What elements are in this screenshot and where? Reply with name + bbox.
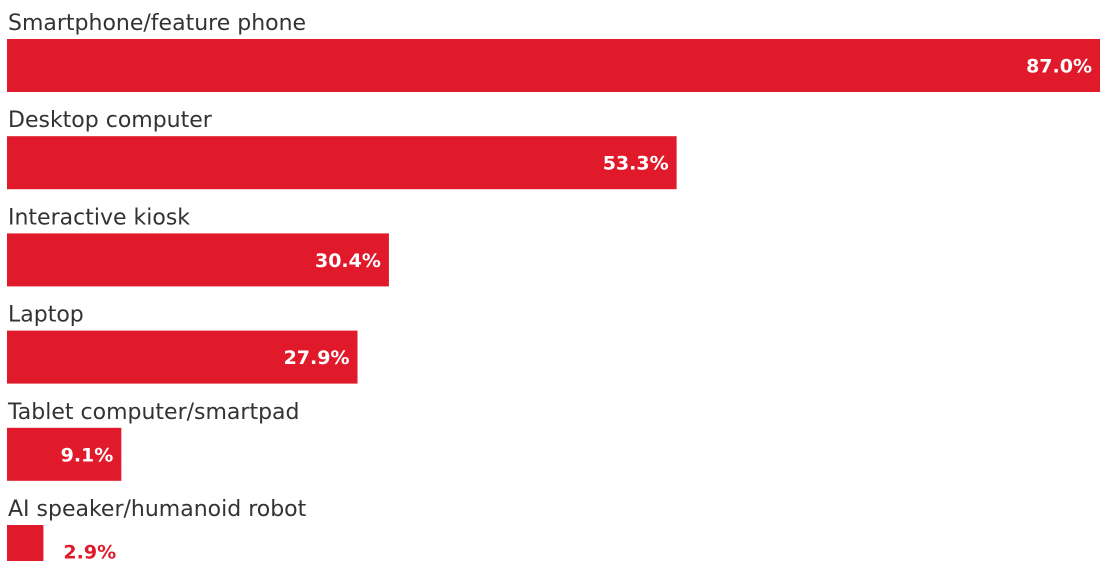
bar-ai-speaker-humanoid-robot — [7, 525, 44, 561]
value-label-desktop-computer: 53.3% — [603, 153, 669, 175]
bar-interactive-kiosk — [7, 233, 389, 287]
bar-smartphone-feature-phone — [7, 39, 1100, 92]
value-label-laptop: 27.9% — [284, 347, 350, 369]
category-label-tablet-computer-smartpad: Tablet computer/smartpad — [7, 400, 299, 425]
category-label-interactive-kiosk: Interactive kiosk — [8, 205, 190, 230]
category-label-laptop: Laptop — [8, 303, 84, 328]
category-label-desktop-computer: Desktop computer — [8, 108, 213, 133]
bar-laptop — [7, 330, 358, 384]
category-label-ai-speaker-humanoid-robot: AI speaker/humanoid robot — [8, 497, 307, 522]
bar-desktop-computer — [7, 136, 677, 190]
value-label-interactive-kiosk: 30.4% — [315, 250, 381, 272]
value-label-ai-speaker-humanoid-robot: 2.9% — [63, 542, 116, 561]
value-label-tablet-computer-smartpad: 9.1% — [61, 444, 114, 466]
bar-tablet-computer-smartpad — [7, 427, 122, 481]
category-label-smartphone-feature-phone: Smartphone/feature phone — [8, 11, 306, 36]
value-label-smartphone-feature-phone: 87.0% — [1026, 56, 1092, 78]
